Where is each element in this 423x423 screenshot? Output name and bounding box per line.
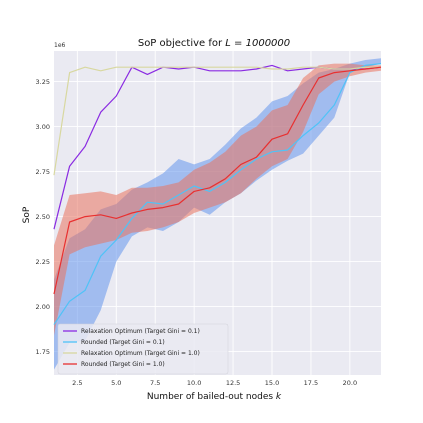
x-tick-label: 12.5	[226, 379, 240, 387]
series-lines	[53, 63, 382, 325]
legend: Relaxation Optimum (Target Gini = 0.1) Ro…	[57, 323, 229, 375]
x-tick-label: 17.5	[304, 379, 318, 387]
x-tick-label: 7.5	[150, 379, 160, 387]
x-axis-label: Number of bailed-out nodes k	[147, 392, 282, 402]
y-exponent-label: 1e6	[54, 42, 66, 49]
legend-box	[57, 323, 229, 375]
confidence-band	[54, 63, 381, 336]
y-tick-label: 2.75	[36, 168, 50, 176]
x-tick-label: 2.5	[72, 379, 82, 387]
y-tick-label: 2.00	[36, 303, 50, 311]
y-tick-labels: 1.75 2.00 2.25 2.50 2.75 3.00 3.25	[36, 78, 50, 356]
y-tick-label: 3.25	[36, 78, 50, 86]
series-line	[53, 63, 382, 325]
legend-entry: Rounded (Target Gini = 0.1)	[81, 339, 165, 346]
x-tick-label: 20.0	[343, 379, 357, 387]
series-line	[53, 66, 382, 295]
y-tick-label: 3.00	[36, 123, 50, 131]
legend-entry: Relaxation Optimum (Target Gini = 1.0)	[81, 350, 200, 357]
chart-title: SoP objective for L = 1000000	[138, 38, 290, 49]
legend-entry: Rounded (Target Gini = 1.0)	[81, 361, 165, 368]
y-tick-label: 2.25	[36, 258, 50, 266]
x-tick-labels: 2.5 5.0 7.5 10.0 12.5 15.0 17.5 20.0	[72, 379, 357, 387]
x-tick-label: 15.0	[265, 379, 279, 387]
x-tick-label: 10.0	[187, 379, 201, 387]
x-tick-label: 5.0	[111, 379, 121, 387]
confidence-bands	[54, 58, 381, 370]
legend-entry: Relaxation Optimum (Target Gini = 0.1)	[81, 328, 200, 335]
y-axis-label: SoP	[22, 206, 32, 223]
y-tick-label: 2.50	[36, 213, 50, 221]
y-tick-label: 1.75	[36, 348, 50, 356]
series-line	[53, 66, 381, 176]
